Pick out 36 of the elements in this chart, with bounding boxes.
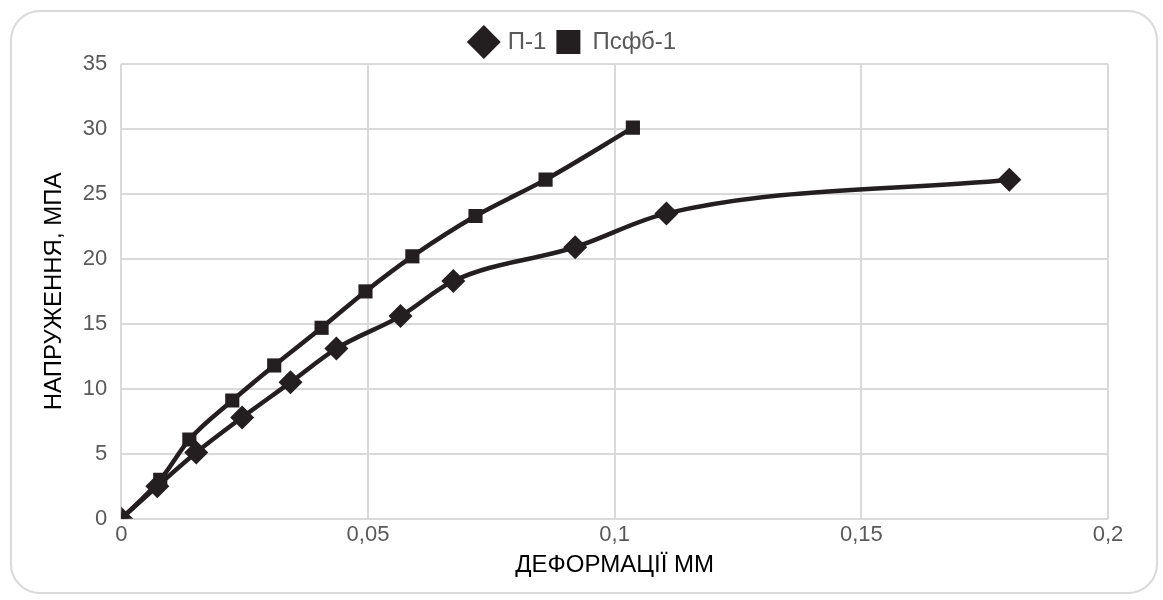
y-tick-label: 35 <box>82 50 108 76</box>
point <box>538 172 553 187</box>
point <box>182 432 197 447</box>
point <box>230 405 255 430</box>
point <box>388 304 413 329</box>
point <box>997 167 1022 192</box>
y-tick-label: 25 <box>82 180 108 206</box>
x-tick-label: 0,05 <box>346 521 390 547</box>
point <box>278 370 303 395</box>
legend-label: Псфб-1 <box>592 26 677 54</box>
point <box>324 336 349 361</box>
x-axis-title: ДЕФОРМАЦІЇ ММ <box>515 550 714 578</box>
y-axis-title: НАПРУЖЕННЯ, МПА <box>39 172 67 411</box>
y-tick-label: 20 <box>82 244 108 270</box>
point <box>358 284 373 299</box>
legend-label: П-1 <box>507 26 547 54</box>
y-tick-label: 5 <box>95 439 108 465</box>
point <box>184 440 209 465</box>
x-tick-label: 0,15 <box>839 521 883 547</box>
y-tick-label: 0 <box>95 504 108 530</box>
y-tick-label: 10 <box>82 374 108 400</box>
x-tick-label: 0,1 <box>599 521 630 547</box>
y-tick-label: 15 <box>82 309 108 335</box>
point <box>563 235 588 260</box>
point <box>654 201 679 226</box>
point <box>314 320 329 335</box>
point <box>625 120 640 135</box>
y-tick-label: 30 <box>82 115 108 141</box>
point <box>153 472 168 487</box>
x-tick-label: 0 <box>115 521 128 547</box>
point <box>405 249 420 264</box>
point <box>441 269 466 294</box>
point <box>225 393 240 408</box>
point <box>468 208 483 224</box>
point <box>267 358 282 373</box>
x-tick-label: 0,2 <box>1092 521 1124 547</box>
